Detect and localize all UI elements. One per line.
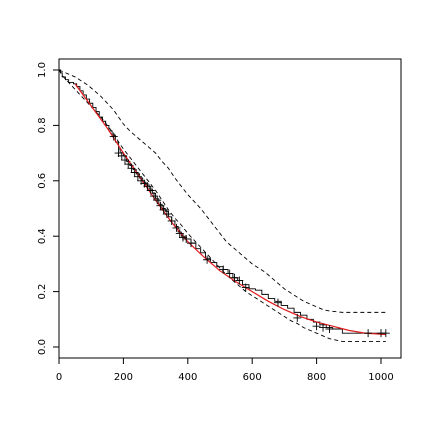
x-tick-label: 800	[307, 372, 326, 383]
censor-mark	[230, 273, 239, 282]
y-axis: 0.0 0.2 0.4 0.6 0.8 1.0	[37, 62, 60, 355]
confidence-band-line	[58, 69, 386, 313]
censor-mark	[178, 233, 187, 242]
censor-mark	[219, 265, 228, 274]
series-layer	[58, 69, 386, 342]
censor-mark	[143, 182, 152, 191]
censor-mark	[225, 269, 234, 278]
censor-mark	[312, 322, 321, 331]
censor-mark	[153, 196, 162, 205]
censor-mark	[187, 239, 196, 248]
censor-mark	[381, 329, 390, 338]
censor-mark	[273, 298, 282, 307]
censor-mark	[124, 160, 133, 169]
censor-mark	[159, 205, 168, 214]
censor-mark	[130, 168, 139, 177]
y-tick-label: 0.0	[37, 339, 48, 355]
censor-mark	[162, 210, 171, 219]
censor-mark	[203, 255, 212, 264]
censor-mark	[149, 192, 158, 201]
y-tick-label: 0.8	[37, 117, 48, 133]
censor-mark	[325, 324, 334, 333]
censor-mark	[293, 313, 302, 322]
x-tick-label: 400	[178, 372, 197, 383]
x-tick-label: 600	[243, 372, 262, 383]
censor-mark	[167, 216, 176, 225]
censor-mark	[121, 156, 130, 165]
km-estimate-line	[59, 69, 386, 334]
x-tick-label: 0	[56, 372, 62, 383]
censor-mark	[109, 132, 118, 141]
y-tick-label: 0.2	[37, 284, 48, 300]
censor-mark	[364, 329, 373, 338]
x-tick-label: 1000	[368, 372, 393, 383]
censor-mark	[156, 201, 165, 210]
censor-mark	[127, 164, 136, 173]
plot-frame	[58, 58, 402, 359]
fitted-curve-line	[74, 83, 386, 336]
y-tick-label: 0.6	[37, 173, 48, 189]
censor-mark	[241, 283, 250, 292]
censor-mark	[172, 223, 181, 232]
censor-mark	[133, 172, 142, 181]
x-tick-label: 200	[114, 372, 133, 383]
censor-mark	[175, 229, 184, 238]
y-tick-label: 0.4	[37, 228, 48, 244]
censor-mark	[146, 186, 155, 195]
y-tick-label: 1.0	[37, 62, 48, 78]
censor-mark	[235, 276, 244, 285]
censor-mark	[182, 234, 191, 243]
censor-marks	[109, 132, 390, 338]
confidence-band-line	[58, 69, 386, 342]
censor-mark	[319, 323, 328, 332]
x-axis: 0 200 400 600 800 1000	[56, 357, 394, 383]
censor-mark	[117, 151, 126, 160]
